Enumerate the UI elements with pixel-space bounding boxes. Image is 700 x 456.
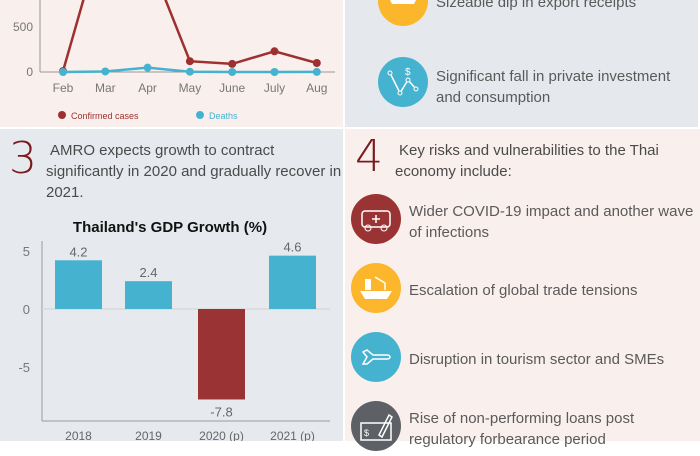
x-tick-label: June [219, 81, 245, 95]
section-number: 3 [9, 133, 37, 184]
risks-panel: 4 Key risks and vulnerabilities to the T… [345, 129, 700, 451]
ambulance-icon [351, 194, 401, 244]
legend-label: Confirmed cases [71, 111, 139, 121]
data-point [228, 59, 237, 68]
x-tick-label: 2018 [65, 429, 92, 441]
x-tick-label: Aug [306, 81, 327, 95]
growth-panel: 3 AMRO expects growth to contract signif… [0, 129, 343, 441]
y-tick-label: 500 [13, 20, 33, 34]
bar [198, 309, 245, 400]
section-text: Key risks and vulnerabilities to the Tha… [395, 142, 659, 180]
x-tick-label: 2021 (p) [270, 429, 315, 441]
legend-marker [58, 111, 66, 119]
impact-text: Significant fall in private investment a… [436, 68, 671, 106]
x-tick-label: May [179, 81, 202, 95]
y-tick-label: 5 [23, 244, 30, 259]
data-point [228, 68, 237, 76]
cargo-ship-icon [351, 263, 401, 313]
covid-line-chart: 0 500 Feb Mar Apr May June July Aug Confirmed cas… [13, 0, 335, 121]
dollar-chart-icon: $ [378, 57, 428, 107]
svg-text:$: $ [405, 67, 411, 78]
risk-text: Disruption in tourism sector and SMEs [409, 351, 665, 368]
x-tick-label: Apr [138, 81, 157, 95]
data-label: 4.2 [69, 244, 87, 259]
y-tick-label: 0 [26, 65, 33, 79]
airplane-icon [351, 332, 401, 382]
svg-text:$: $ [364, 428, 369, 438]
impact-panel: Sizeable dip in export receipts $ Signif… [345, 0, 698, 127]
chart-title: Thailand's GDP Growth (%) [73, 219, 267, 236]
section-text: AMRO expects growth to contract signific… [46, 142, 342, 201]
x-tick-label: Feb [53, 81, 74, 95]
data-point [312, 59, 321, 67]
data-label: -7.8 [210, 404, 232, 419]
y-tick-label: -5 [18, 360, 30, 375]
risk-text: Rise of non-performing loans post regula… [409, 410, 635, 448]
data-label: 4.6 [283, 240, 301, 255]
gdp-bar-chart: Thailand's GDP Growth (%) 5 0 -5 4.2 2018 2.4 2… [18, 219, 330, 441]
legend-marker [196, 111, 204, 119]
data-point [312, 67, 321, 76]
y-tick-label: 0 [23, 302, 30, 317]
x-tick-label: Mar [95, 81, 116, 95]
data-point [185, 67, 194, 76]
cheque-pen-icon: $ [351, 401, 401, 451]
x-tick-label: July [264, 81, 285, 95]
section-number: 4 [355, 131, 383, 182]
bar [269, 255, 316, 309]
impact-text: Sizeable dip in export receipts [436, 0, 637, 11]
cargo-ship-icon [378, 0, 428, 26]
data-point [59, 68, 67, 76]
data-point [270, 47, 279, 56]
legend-label: Deaths [209, 111, 238, 121]
risk-text: Escalation of global trade tensions [409, 282, 638, 299]
x-tick-label: 2020 (p) [199, 429, 244, 441]
risk-text: Wider COVID-19 impact and another wave o… [409, 203, 694, 241]
bar [125, 281, 172, 309]
data-point [270, 68, 279, 76]
data-point [185, 57, 194, 66]
covid-cases-panel: 0 500 Feb Mar Apr May June July Aug Confirmed cas… [0, 0, 343, 127]
data-label: 2.4 [139, 265, 157, 280]
x-tick-label: 2019 [135, 429, 162, 441]
bar [55, 260, 102, 309]
data-point [101, 67, 110, 76]
data-point [143, 63, 152, 72]
